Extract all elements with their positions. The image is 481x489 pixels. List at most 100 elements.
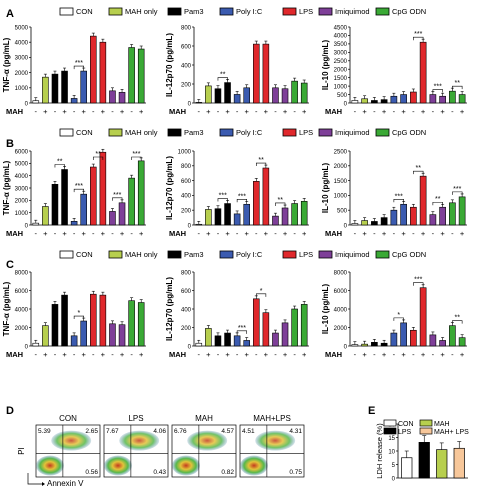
mah-sign: + xyxy=(206,229,211,238)
y-tick-label: 1000 xyxy=(178,149,192,155)
mah-sign: + xyxy=(283,107,288,116)
legend-swatch xyxy=(375,7,390,16)
bar xyxy=(32,222,40,226)
legend-swatch xyxy=(108,250,123,259)
mah-sign: - xyxy=(198,229,201,238)
mah-sign: - xyxy=(354,107,357,116)
y-axis-label: IL-10 (pg/mL) xyxy=(321,163,330,214)
bar xyxy=(51,184,59,226)
flow-plot-title: MAH xyxy=(195,414,213,423)
significance-bracket xyxy=(131,156,142,160)
y-tick-label: 400 xyxy=(181,194,192,200)
legend-swatch xyxy=(318,250,333,259)
bar xyxy=(128,47,135,104)
bar xyxy=(205,209,212,226)
mah-sign: - xyxy=(451,107,454,116)
bar xyxy=(429,214,437,226)
y-tick-label: 800 xyxy=(181,25,192,31)
mah-sign: - xyxy=(54,107,57,116)
mah-sign: - xyxy=(236,350,239,359)
flow-axis-arrow xyxy=(27,473,42,485)
flow-plot-title: MAH+LPS xyxy=(253,414,291,423)
mah-sign: - xyxy=(293,229,296,238)
bar xyxy=(371,341,378,347)
legend-label: Pam3 xyxy=(184,128,204,137)
mah-sign: - xyxy=(255,229,258,238)
mah-sign: + xyxy=(82,229,87,238)
bar xyxy=(243,340,250,347)
y-tick-label: 8000 xyxy=(15,270,29,276)
mah-sign: + xyxy=(43,350,48,359)
mah-sign: + xyxy=(43,107,48,116)
y-tick-label: 0 xyxy=(25,344,29,350)
mah-sign: + xyxy=(225,229,230,238)
significance-bracket xyxy=(255,293,267,297)
mah-sign: - xyxy=(73,350,76,359)
bar xyxy=(419,287,427,347)
mah-sign: + xyxy=(283,229,288,238)
mah-sign: + xyxy=(421,350,426,359)
legend-label: Pam3 xyxy=(184,7,204,16)
bar xyxy=(61,169,68,226)
bar xyxy=(32,342,40,347)
mah-sign: - xyxy=(412,229,415,238)
bar xyxy=(253,181,260,226)
y-tick-label: 5000 xyxy=(15,162,29,168)
mah-sign: - xyxy=(130,229,133,238)
mah-sign: - xyxy=(130,350,133,359)
legend-swatch xyxy=(282,250,297,259)
bar xyxy=(137,48,145,104)
y-tick-label: 2000 xyxy=(334,164,348,170)
bar xyxy=(400,322,407,347)
mah-label: MAH xyxy=(6,107,23,116)
quadrant-ul-value: 7.67 xyxy=(106,428,119,435)
bar xyxy=(410,206,417,226)
mah-sign: - xyxy=(255,350,258,359)
significance-bracket xyxy=(452,191,463,195)
legend-label: LPS xyxy=(299,128,313,137)
y-tick-label: 800 xyxy=(181,270,192,276)
legend-label: Pam3 xyxy=(184,250,204,259)
mah-sign: + xyxy=(302,229,307,238)
bar xyxy=(195,342,203,347)
legend-swatch xyxy=(219,128,234,137)
y-tick-label: 3000 xyxy=(15,186,29,192)
mah-sign: - xyxy=(432,229,435,238)
legend-swatch xyxy=(375,128,390,137)
significance-label: * xyxy=(397,312,400,319)
bar xyxy=(224,82,231,104)
significance-label: *** xyxy=(395,193,403,200)
mah-sign: + xyxy=(206,350,211,359)
bar xyxy=(42,206,49,226)
significance-label: ** xyxy=(455,80,461,87)
legend-swatch xyxy=(108,128,123,137)
significance-bracket xyxy=(112,197,123,201)
y-tick-label: 15 xyxy=(388,436,395,442)
significance-bracket xyxy=(73,315,85,320)
bar xyxy=(51,73,59,104)
y-tick-label: 2500 xyxy=(334,149,348,155)
mah-label: MAH xyxy=(169,350,186,359)
flow-cytometry-panel: CON 5.39 2.65 0.56 LPS 7.67 4.06 0.43 MAH 6.76 4.5… xyxy=(17,414,305,488)
bar xyxy=(70,221,78,226)
bar xyxy=(272,87,279,104)
mah-sign: - xyxy=(111,107,114,116)
mah-sign: + xyxy=(245,229,250,238)
mah-sign: + xyxy=(401,229,406,238)
bar xyxy=(410,91,417,104)
bar xyxy=(371,221,378,226)
quadrant-ul-value: 4.51 xyxy=(242,428,255,435)
y-tick-label: 5 xyxy=(392,463,396,469)
y-axis-label: IL-10 (pg/mL) xyxy=(321,284,330,335)
bar xyxy=(281,207,289,226)
mah-sign: + xyxy=(139,229,144,238)
legend-swatch xyxy=(108,7,123,16)
y-tick-label: 1500 xyxy=(334,179,348,185)
quadrant-lr-value: 0.75 xyxy=(289,469,302,476)
mah-sign: - xyxy=(373,350,376,359)
bar xyxy=(291,80,298,104)
significance-label: ** xyxy=(435,196,441,203)
significance-bracket xyxy=(255,162,267,167)
bar xyxy=(205,328,212,347)
